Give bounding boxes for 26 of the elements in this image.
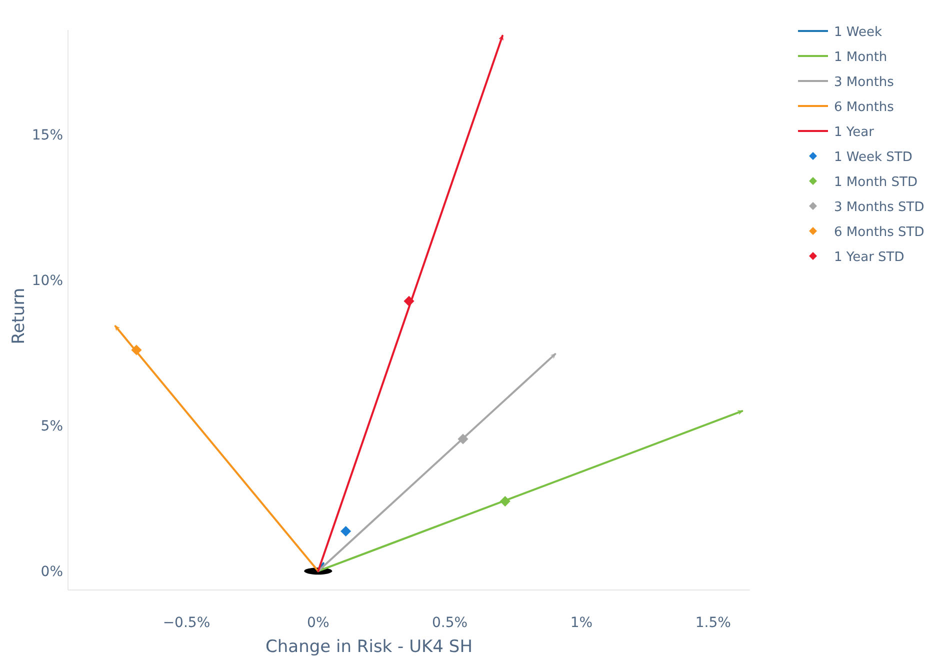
x-tick-label: 0.5%: [432, 615, 468, 631]
legend-label: 1 Week STD: [834, 150, 912, 165]
point: [340, 526, 352, 537]
legend-label: 1 Year STD: [834, 250, 904, 265]
y-tick-label: 10%: [32, 273, 63, 290]
legend-label: 3 Months STD: [834, 200, 924, 215]
x-tick-label: 1.5%: [695, 615, 731, 631]
point: [458, 434, 468, 444]
legend-label: 6 Months: [834, 100, 894, 115]
legend-label: 1 Month STD: [834, 175, 918, 190]
y-axis-title: Return: [9, 288, 29, 344]
x-axis-title: Change in Risk - UK4 SH: [266, 637, 472, 657]
y-tick-label: 5%: [40, 418, 63, 435]
legend-label: 1 Month: [834, 50, 888, 65]
point: [131, 344, 142, 356]
y-tick-label: 0%: [40, 564, 63, 580]
x-tick-label: −0.5%: [162, 615, 210, 631]
legend-label: 1 Week: [834, 25, 882, 40]
x-tick-label: 1%: [570, 615, 593, 631]
y-tick-label: 15%: [32, 128, 63, 144]
point: [404, 296, 414, 306]
legend-label: 6 Months STD: [834, 225, 924, 240]
legend-label: 1 Year: [834, 125, 875, 140]
legend-label: 3 Months: [834, 75, 894, 90]
x-tick-label: 0%: [307, 615, 330, 631]
point: [500, 496, 510, 507]
